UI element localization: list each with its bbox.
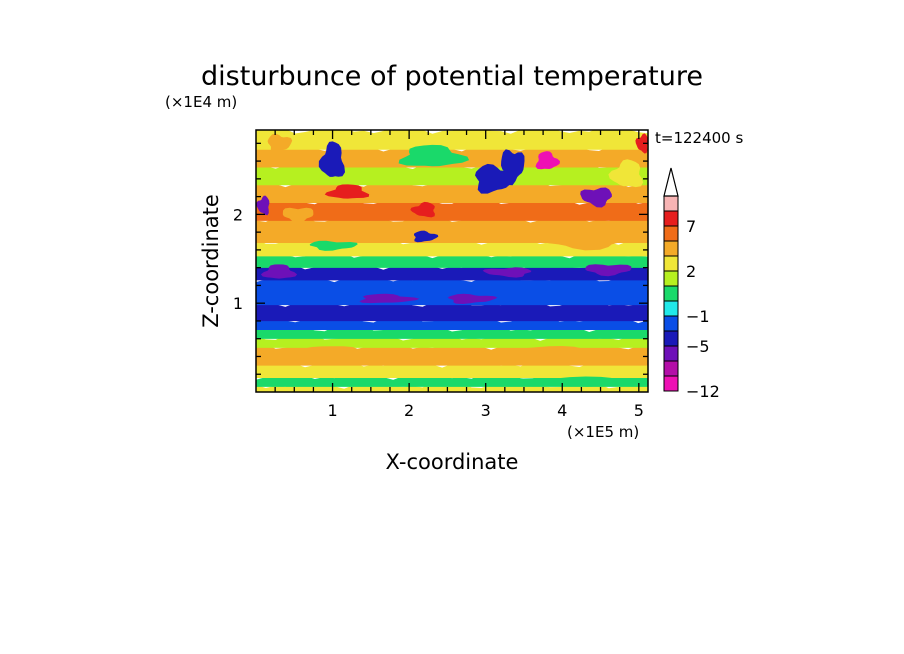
contour-feature xyxy=(585,264,632,277)
contour-feature xyxy=(538,230,632,251)
colorbar-segment xyxy=(663,360,679,377)
contour-feature xyxy=(508,376,623,387)
contour-feature xyxy=(580,187,612,208)
contour-feature xyxy=(267,133,293,155)
plot-frame xyxy=(255,129,649,393)
colorbar-segment xyxy=(663,270,679,287)
x-tick-label: 2 xyxy=(404,401,414,420)
x-unit-label: (×1E5 m) xyxy=(567,423,639,441)
contour-feature xyxy=(410,201,435,218)
y-axis: 12 xyxy=(233,142,648,375)
colorbar-segment xyxy=(663,255,679,272)
colorbar-segment xyxy=(663,330,679,347)
colorbar-segment xyxy=(663,300,679,317)
contour-feature xyxy=(535,151,560,170)
contour-feature xyxy=(518,346,620,358)
contour-feature xyxy=(398,144,470,167)
contour-feature xyxy=(414,230,439,243)
contour-feature xyxy=(309,240,358,251)
contour-feature xyxy=(482,267,532,278)
x-tick-label: 5 xyxy=(634,401,644,420)
colorbar-segment xyxy=(663,210,679,227)
colorbar-segment xyxy=(663,315,679,332)
colorbar-label: −12 xyxy=(686,382,720,401)
contour-field xyxy=(256,130,648,392)
y-axis-title: Z-coordinate xyxy=(199,194,223,328)
contour-feature xyxy=(447,293,498,304)
contour-feature xyxy=(256,195,270,216)
contour-feature xyxy=(282,207,314,224)
contour-band xyxy=(256,274,648,306)
colorbar-segment xyxy=(663,195,679,212)
y-tick-label: 1 xyxy=(233,294,243,313)
contour-band xyxy=(256,197,648,221)
contour-feature xyxy=(501,149,525,186)
x-tick-label: 1 xyxy=(327,401,337,420)
colorbar: −12−5−127 xyxy=(663,167,720,401)
x-tick-label: 4 xyxy=(557,401,567,420)
contour-band xyxy=(256,237,648,257)
colorbar-label: −1 xyxy=(686,307,710,326)
colorbar-segment xyxy=(663,375,679,392)
time-label: t=122400 s xyxy=(655,129,743,147)
contour-feature xyxy=(608,159,644,188)
colorbar-segment xyxy=(663,345,679,362)
contour-band xyxy=(256,130,648,150)
contour-feature xyxy=(324,184,370,199)
y-tick-label: 2 xyxy=(233,205,243,224)
colorbar-label: 2 xyxy=(686,262,696,281)
colorbar-segment xyxy=(663,225,679,242)
contour-feature xyxy=(288,346,379,357)
colorbar-label: −5 xyxy=(686,337,710,356)
colorbar-extend-arrow xyxy=(663,167,679,197)
contour-feature xyxy=(260,264,298,279)
colorbar-segment xyxy=(663,285,679,302)
y-unit-label: (×1E4 m) xyxy=(165,93,237,111)
chart-title: disturbunce of potential temperature xyxy=(201,61,703,92)
colorbar-label: 7 xyxy=(686,217,696,236)
contour-band xyxy=(256,333,648,348)
x-tick-label: 3 xyxy=(481,401,491,420)
x-axis-title: X-coordinate xyxy=(386,450,519,474)
x-axis: 1 2 3 4 5 xyxy=(274,130,644,420)
contour-feature xyxy=(359,293,420,304)
contour-feature xyxy=(318,141,345,177)
colorbar-segment xyxy=(663,240,679,257)
